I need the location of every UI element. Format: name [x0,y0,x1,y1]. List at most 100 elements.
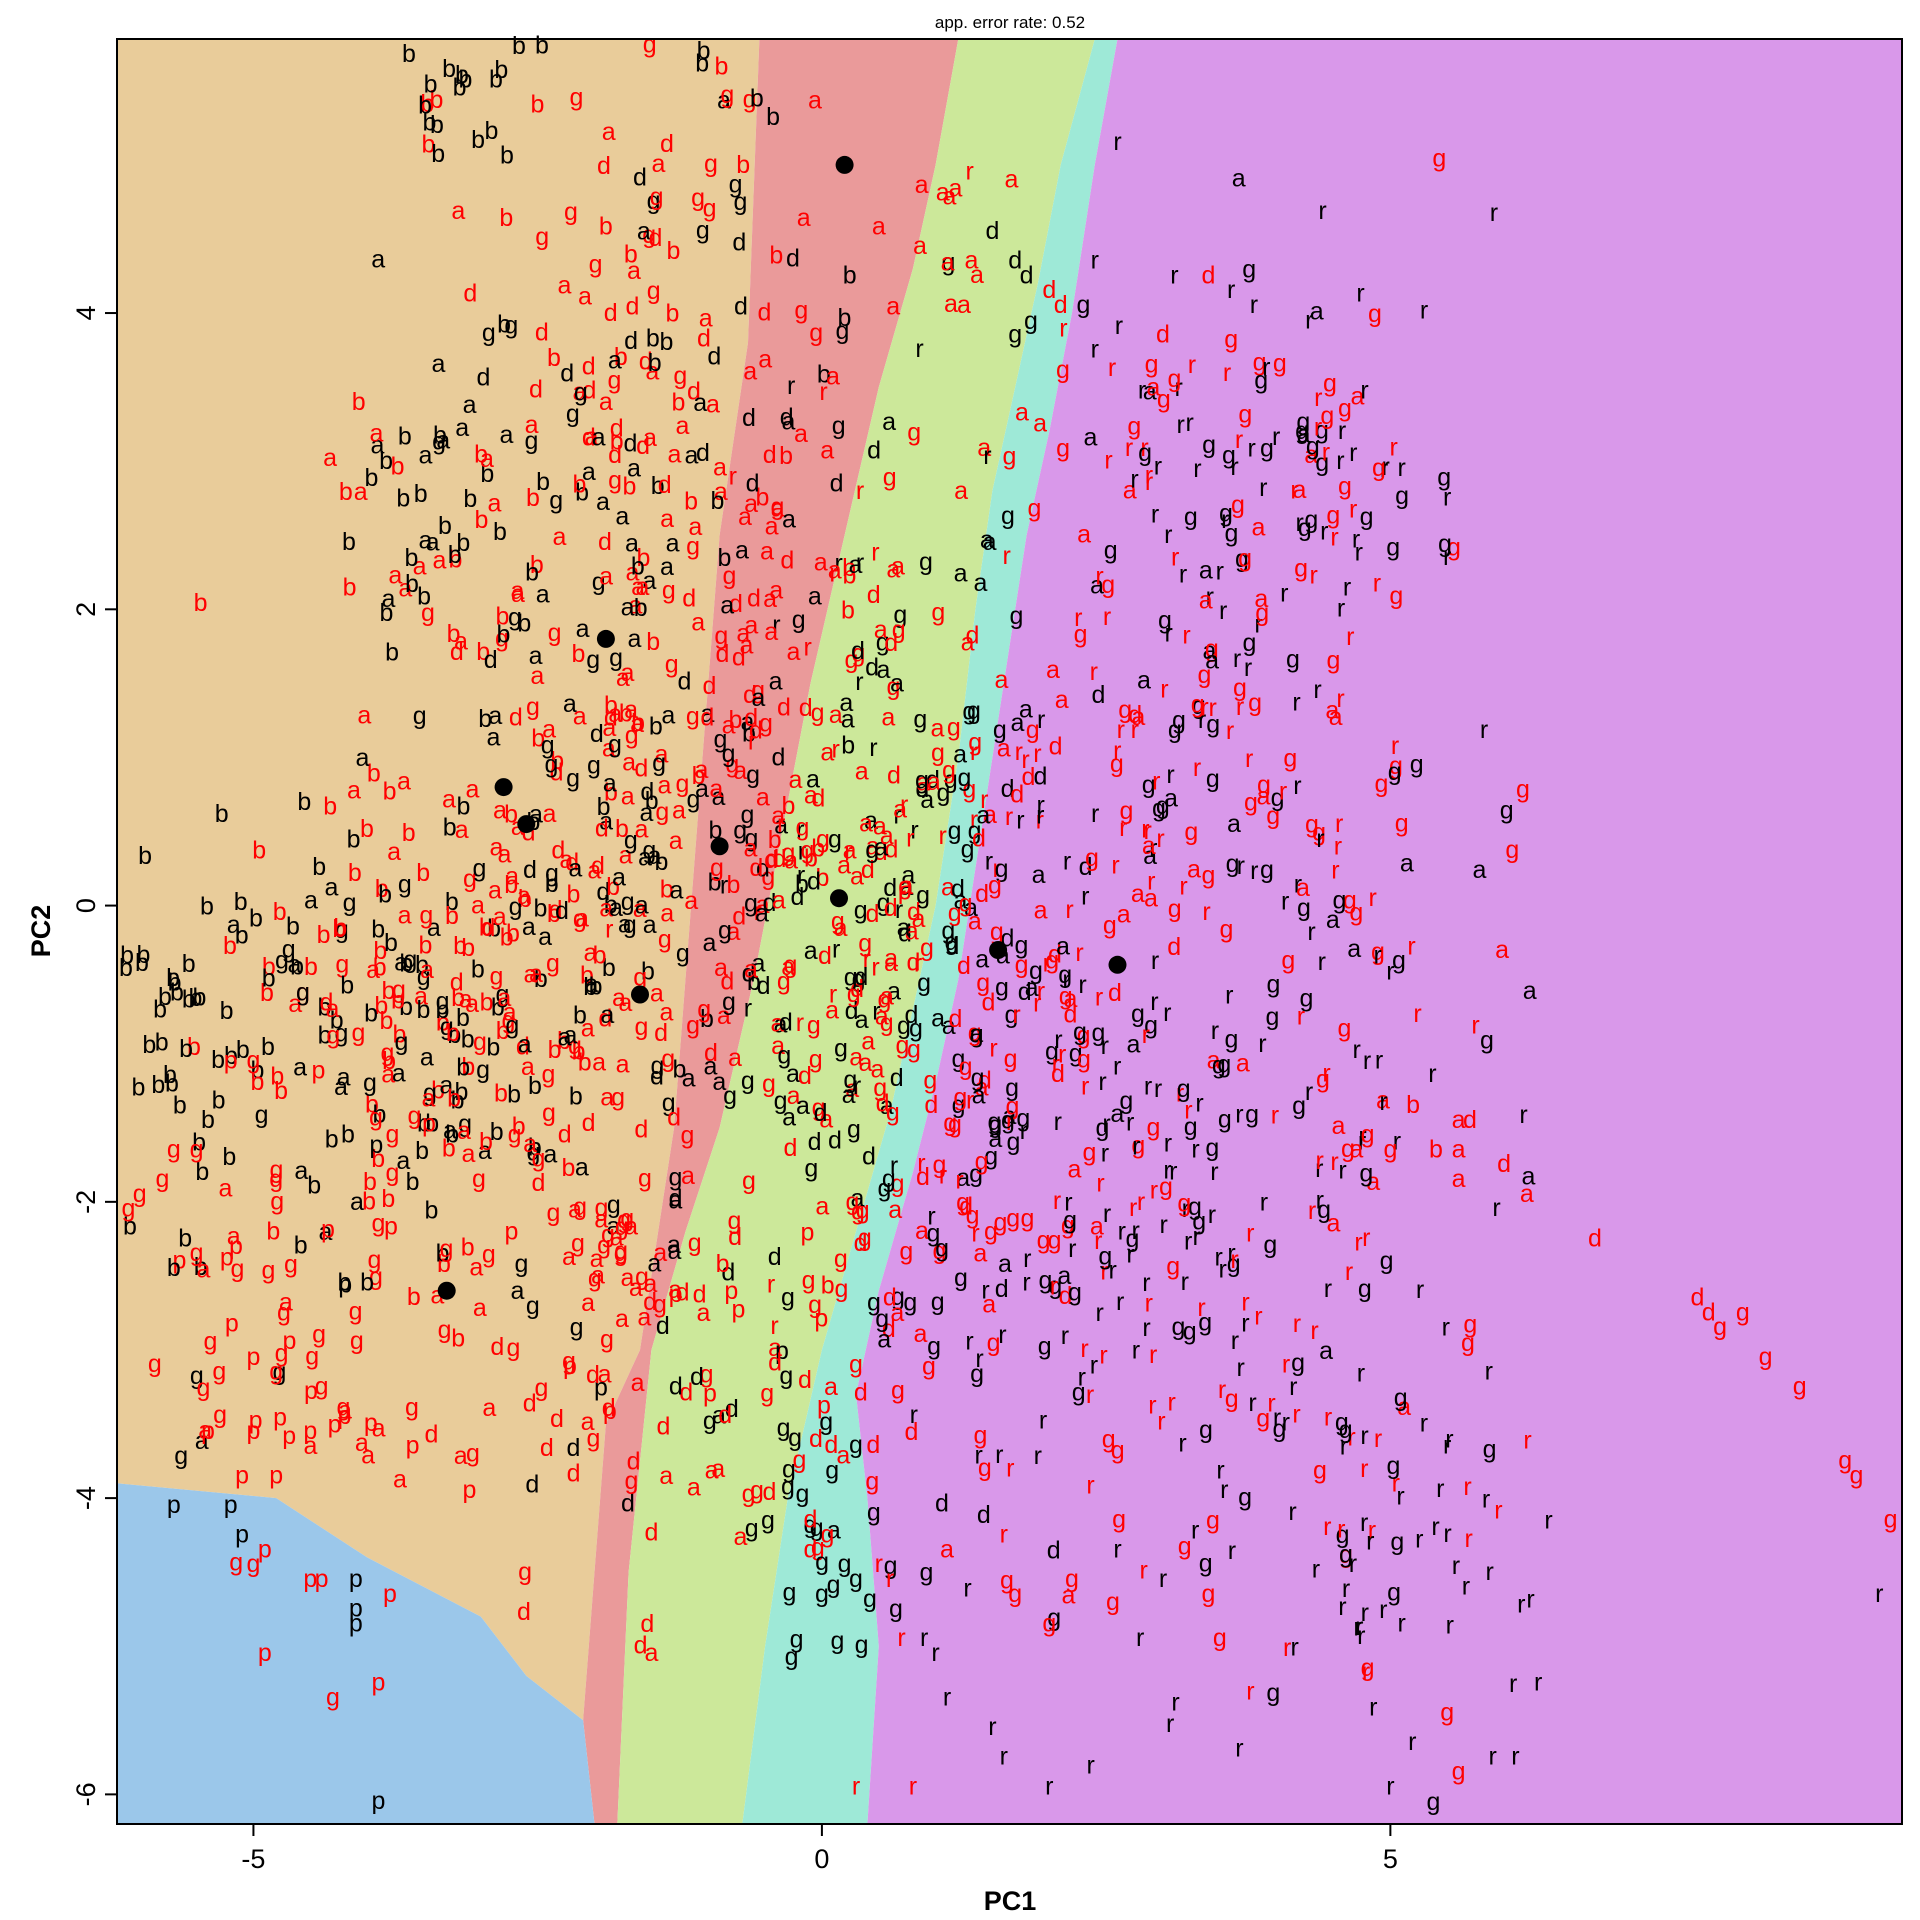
point-label: a [393,1465,407,1493]
point-label: b [604,891,618,919]
point-label: g [933,1151,947,1179]
point-label: a [819,1106,833,1134]
point-label: r [1211,1017,1219,1045]
point-label: a [695,756,709,784]
point-label: r [798,838,806,866]
point-label: g [948,899,962,927]
point-label: d [804,1506,818,1534]
point-label: p [273,1404,287,1432]
point-label: b [673,1056,687,1084]
point-label: g [937,779,951,807]
point-label: d [977,1501,991,1529]
point-label: r [819,378,827,406]
point-label: a [884,949,898,977]
point-label: a [610,1223,624,1251]
point-label: a [740,708,754,736]
point-label: d [905,1001,919,1029]
point-label: g [984,1143,998,1171]
point-label: r [1324,1275,1332,1303]
point-label: g [961,835,975,863]
point-label: g [1387,1579,1401,1607]
point-label: a [465,776,479,804]
point-label: g [1073,1018,1087,1046]
point-label: p [304,1377,318,1405]
point-label: d [540,1434,554,1462]
point-label: b [756,483,770,511]
point-label: b [496,1017,510,1045]
point-label: r [1431,1513,1439,1541]
point-label: g [508,604,522,632]
point-label: g [720,81,734,109]
point-label: g [831,1627,845,1655]
point-label: p [224,1491,238,1519]
point-label: g [1389,582,1403,610]
point-label: g [564,198,578,226]
centroid-marker [710,837,729,856]
point-label: a [443,1116,457,1144]
point-label: b [123,1212,137,1240]
point-label: g [1091,1019,1105,1047]
point-label: g [688,1229,702,1257]
point-label: r [1171,1688,1179,1716]
point-label: r [1052,1051,1060,1079]
point-label: r [1526,1585,1534,1613]
point-label: d [757,299,771,327]
point-label: a [855,1006,869,1034]
point-label: a [397,767,411,795]
point-label: r [1179,561,1187,589]
point-label: a [829,701,843,729]
point-label: b [431,140,445,168]
point-label: b [526,484,540,512]
point-label: d [862,1143,876,1171]
point-label: b [375,875,389,903]
point-label: r [1099,1342,1107,1370]
point-label: r [1292,1401,1300,1429]
point-label: g [369,1263,383,1291]
point-label: r [869,734,877,762]
point-label: a [459,985,473,1013]
point-label: g [1383,1135,1397,1163]
point-label: d [627,1447,641,1475]
point-label: g [1394,1384,1408,1412]
point-label: g [438,1316,452,1344]
point-label: r [1318,948,1326,976]
point-label: g [968,817,982,845]
point-label: r [1443,484,1451,512]
point-label: d [1463,1106,1477,1134]
point-label: g [655,798,669,826]
point-label: a [905,917,919,945]
point-label: r [1054,1026,1062,1054]
point-label: g [489,963,503,991]
point-label: b [572,640,586,668]
point-label: b [332,915,346,943]
point-label: r [1335,810,1343,838]
point-label: a [355,744,369,772]
point-label: r [1258,1030,1266,1058]
point-label: b [234,888,248,916]
point-label: a [837,852,851,880]
point-label: g [727,1207,741,1235]
x-axis: -5 0 5 [241,1824,1398,1874]
point-label: g [1360,503,1374,531]
point-label: r [1452,1552,1460,1580]
point-label: a [645,358,659,386]
point-label: a [1143,842,1157,870]
point-label: g [1480,1026,1494,1054]
point-label: b [317,994,331,1022]
point-label: b [383,778,397,806]
point-label: b [420,90,434,118]
point-label: d [582,424,596,452]
point-label: g [852,639,866,667]
y-tick-label: -2 [71,1190,101,1214]
point-label: a [969,1020,983,1048]
point-label: r [1138,377,1146,405]
point-label: a [463,391,477,419]
point-label: d [586,1361,600,1389]
point-label: a [414,983,428,1011]
point-label: r [729,462,737,490]
point-label: r [1037,792,1045,820]
point-label: g [966,1201,980,1229]
point-label: d [608,441,622,469]
point-label: g [343,889,357,917]
point-label: g [635,1013,649,1041]
